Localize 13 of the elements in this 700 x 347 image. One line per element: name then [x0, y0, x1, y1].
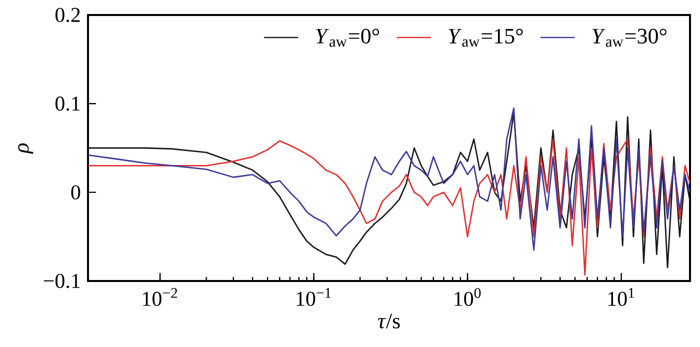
y-tick-label: 0.2	[55, 8, 80, 22]
y-axis-title: ρ	[18, 143, 34, 154]
legend-label: Y$_{aw}$=0°	[316, 28, 380, 47]
legend-label: Y$_{aw}$=30°	[592, 28, 666, 47]
x-tick-label: 10$^{1}$	[608, 288, 634, 306]
y-tick-label: −0.1	[44, 274, 80, 288]
x-tick-label: 10$^{−1}$	[296, 288, 331, 306]
x-tick-label: 10$^{0}$	[454, 288, 481, 306]
y-tick-label: 0.1	[55, 96, 80, 111]
x-axis-title: τ/s	[378, 314, 400, 328]
legend-label: Y$_{aw}$=15°	[448, 28, 523, 47]
y-tick-label: 0	[71, 185, 80, 200]
x-tick-label: 10$^{−2}$	[143, 288, 178, 306]
